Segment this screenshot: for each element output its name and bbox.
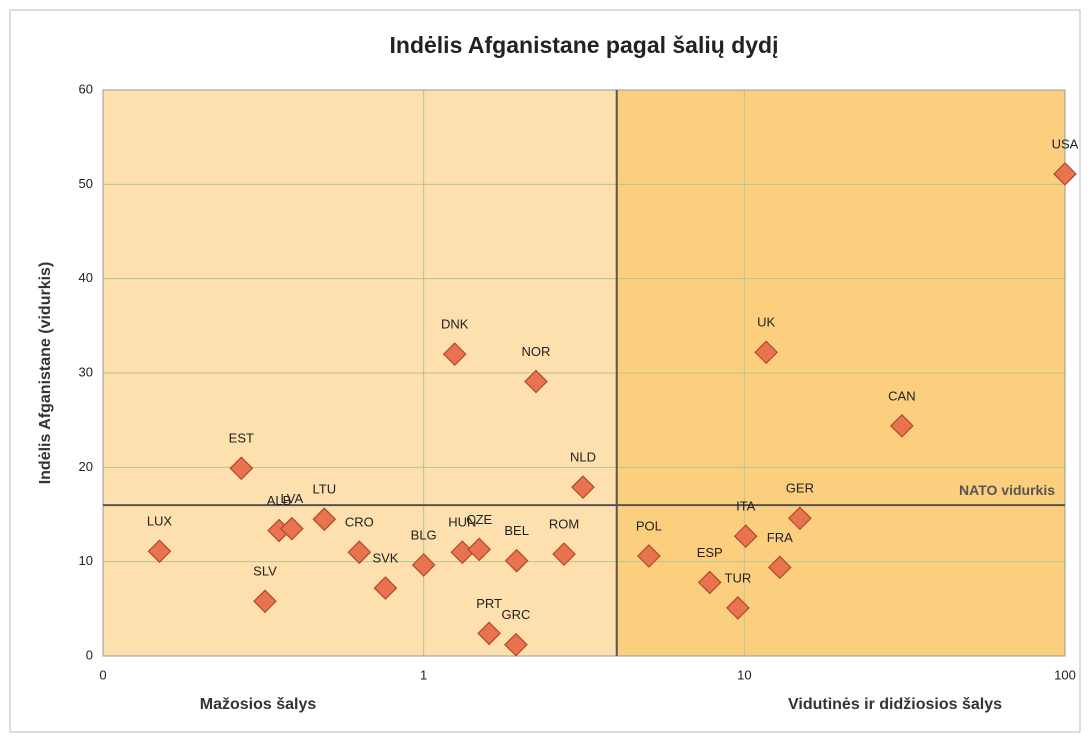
- point-label: DNK: [441, 317, 469, 332]
- point: [788, 506, 812, 531]
- point: [442, 342, 467, 366]
- point-label: CZE: [466, 512, 492, 527]
- point: [754, 340, 779, 365]
- x-tick-label: 0: [99, 667, 106, 682]
- point-label: TUR: [725, 570, 752, 585]
- x-axis-label: Mažosios šalys: [200, 696, 317, 713]
- point: [637, 544, 661, 568]
- point-label: NOR: [522, 344, 551, 359]
- point: [373, 576, 398, 600]
- point: [524, 369, 548, 394]
- point-label: LUX: [147, 514, 173, 529]
- point-label: SLV: [253, 564, 277, 579]
- y-tick-label: 30: [79, 364, 93, 379]
- point-label: SVK: [372, 551, 398, 566]
- point: [726, 596, 750, 620]
- point-label: FRA: [767, 530, 793, 545]
- point: [552, 542, 576, 566]
- x-axis-label: Vidutinės ir didžiosios šalys: [788, 696, 1002, 713]
- point-label: HUN: [448, 515, 476, 530]
- point: [733, 524, 758, 549]
- point: [312, 507, 337, 532]
- point: [504, 548, 529, 573]
- y-tick-label: 0: [86, 647, 93, 662]
- x-tick-label: 1: [420, 667, 427, 682]
- point-label: GER: [786, 481, 814, 496]
- y-tick-label: 10: [79, 553, 93, 568]
- point-label: POL: [636, 518, 662, 533]
- y-tick-label: 50: [79, 176, 93, 191]
- point-label: ITA: [736, 499, 756, 514]
- point: [279, 516, 304, 541]
- point: [477, 621, 501, 646]
- point: [767, 555, 792, 580]
- point-label: PRT: [476, 596, 502, 611]
- point: [253, 589, 277, 614]
- y-tick-label: 60: [79, 81, 93, 96]
- y-tick-label: 20: [79, 459, 93, 474]
- point-label: ALB: [267, 493, 292, 508]
- point: [229, 456, 254, 481]
- point-label: NLD: [570, 450, 596, 465]
- point-label: UK: [757, 315, 775, 330]
- point-label: GRC: [502, 607, 531, 622]
- chart-title: Indėlis Afganistane pagal šalių dydį: [390, 32, 779, 58]
- point-label: ROM: [549, 517, 579, 532]
- y-axis-label: Indėlis Afganistane (vidurkis): [37, 262, 54, 485]
- point-label: ESP: [697, 545, 723, 560]
- point-label: LTU: [313, 482, 337, 497]
- plot-border: [102, 89, 1066, 657]
- point-label: EST: [229, 431, 254, 446]
- y-tick-label: 40: [79, 270, 93, 285]
- average-label: NATO vidurkis: [959, 482, 1055, 498]
- point: [411, 553, 436, 577]
- point-label: BEL: [504, 523, 529, 538]
- point-label: BLG: [411, 527, 437, 542]
- point-label: USA: [1052, 136, 1079, 151]
- x-tick-label: 100: [1054, 667, 1076, 682]
- point: [890, 413, 914, 438]
- point: [147, 539, 172, 564]
- point: [1053, 162, 1077, 186]
- point: [347, 540, 372, 565]
- point: [467, 537, 492, 562]
- point: [504, 632, 528, 657]
- point-label: CRO: [345, 515, 374, 530]
- point-label: CAN: [888, 388, 915, 403]
- point: [571, 475, 595, 499]
- x-tick-label: 10: [737, 667, 751, 682]
- point-label: LVA: [280, 491, 303, 506]
- point: [697, 570, 722, 595]
